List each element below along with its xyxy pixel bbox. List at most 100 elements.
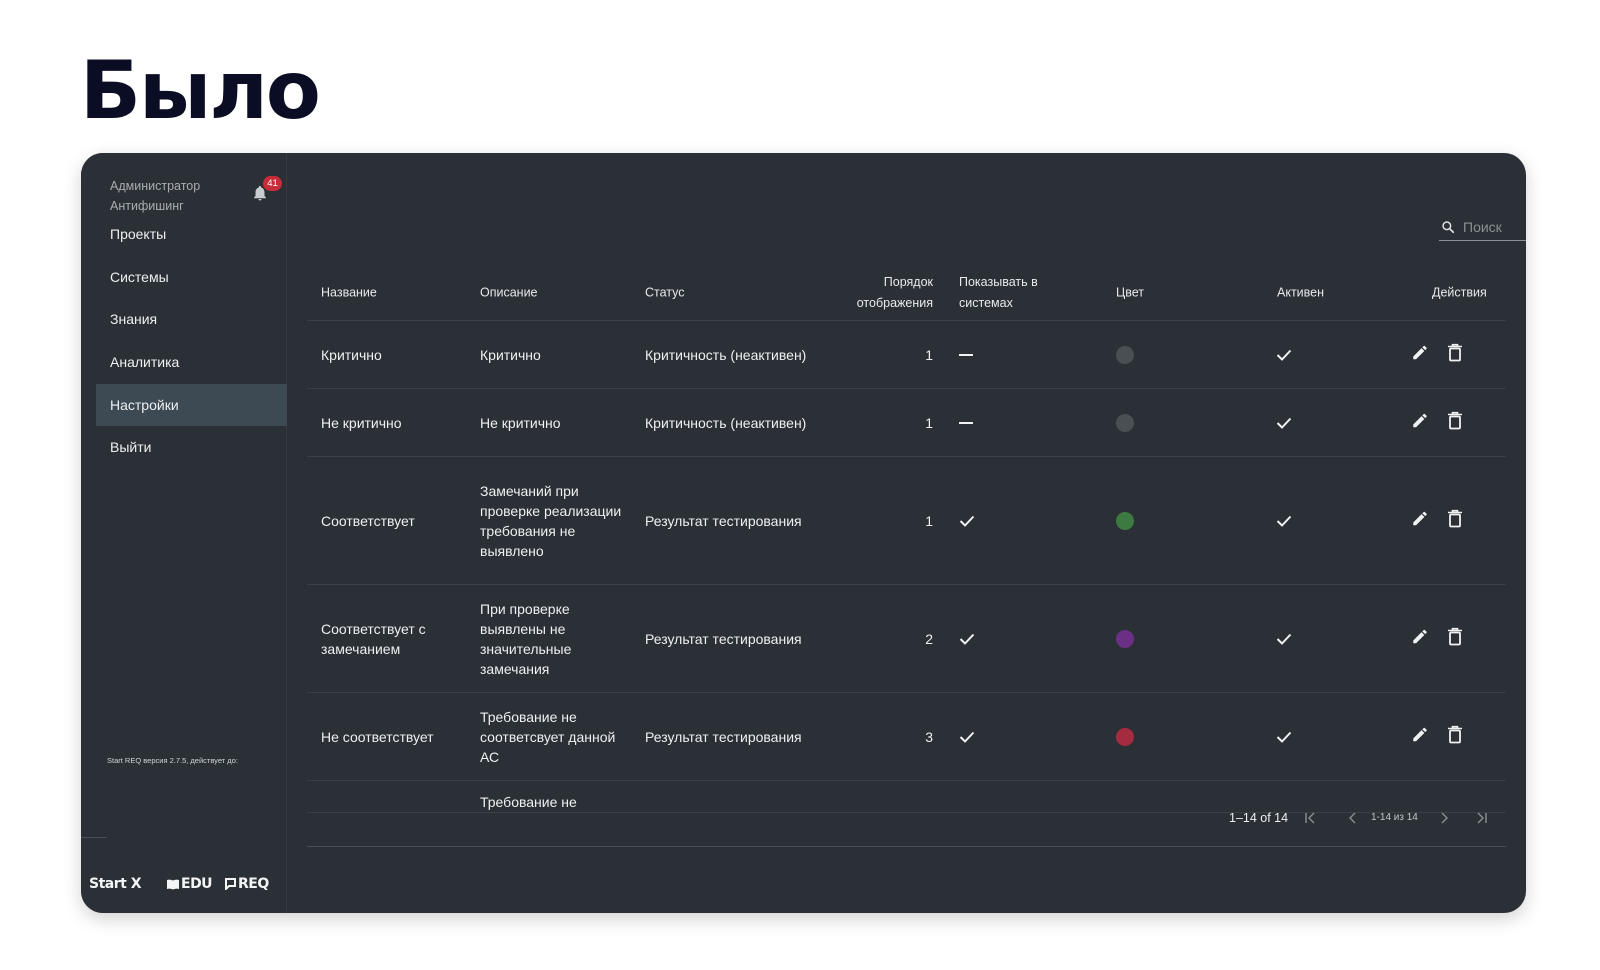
- app-window: Администратор Антифишинг 41 Проекты Сист…: [81, 153, 1526, 913]
- prev-page-icon[interactable]: [1346, 811, 1360, 825]
- check-icon: [1276, 349, 1292, 361]
- cell-show-in-systems: [959, 421, 973, 424]
- check-icon: [959, 633, 975, 645]
- cell-name: Не соответствует: [321, 728, 434, 745]
- pencil-icon: [1411, 345, 1429, 365]
- cell-description: Не критично: [480, 414, 561, 431]
- color-swatch: [1116, 511, 1134, 530]
- cell-color: [1116, 345, 1134, 364]
- page-heading: Было: [80, 44, 321, 137]
- table-row[interactable]: Соответствует с замечанием При проверке в…: [307, 585, 1506, 693]
- nav-item-logout[interactable]: Выйти: [110, 439, 152, 456]
- data-table: Название Описание Статус Порядок отображ…: [307, 265, 1506, 813]
- check-icon: [1276, 731, 1292, 743]
- delete-button[interactable]: [1447, 411, 1463, 434]
- delete-button[interactable]: [1447, 509, 1463, 532]
- pencil-icon: [1411, 413, 1429, 433]
- column-header-order[interactable]: Порядок отображения: [856, 274, 933, 310]
- cell-color: [1116, 727, 1134, 746]
- first-page-icon[interactable]: [1303, 811, 1317, 825]
- table-row[interactable]: Не соответствует Требование не соответсву…: [307, 693, 1506, 781]
- cell-name: Не критично: [321, 414, 402, 431]
- cell-color: [1116, 629, 1134, 648]
- edit-button[interactable]: [1411, 509, 1429, 532]
- next-page-icon[interactable]: [1437, 811, 1451, 825]
- cell-active: [1276, 632, 1292, 645]
- cell-active: [1276, 416, 1292, 429]
- user-org: Антифишинг: [110, 199, 184, 213]
- bell-icon[interactable]: [251, 183, 269, 203]
- edit-button[interactable]: [1411, 343, 1429, 366]
- check-icon: [1276, 515, 1292, 527]
- check-icon: [959, 515, 975, 527]
- table-body: Критично Критично Критичность (неактивен) 1…: [307, 321, 1506, 781]
- cell-status: Критичность (неактивен): [645, 346, 807, 363]
- cell-description: Замечаний при проверке реализации требов…: [480, 482, 622, 559]
- cell-description: Требование не соответсвует данной АС: [480, 708, 616, 765]
- edit-button[interactable]: [1411, 411, 1429, 434]
- chat-icon: [225, 878, 236, 890]
- nav-item-knowledge[interactable]: Знания: [110, 311, 158, 328]
- cell-status: Результат тестирования: [645, 728, 802, 745]
- column-header-active[interactable]: Активен: [1277, 285, 1325, 299]
- cell-active: [1276, 730, 1292, 743]
- user-block: Администратор Антифишинг: [110, 176, 200, 216]
- column-header-actions: Действия: [1432, 285, 1487, 299]
- dash-icon: [959, 421, 973, 424]
- pencil-icon: [1411, 727, 1429, 747]
- table-row[interactable]: Не критично Не критично Критичность (неакт…: [307, 389, 1506, 457]
- color-swatch: [1116, 345, 1134, 364]
- cell-active: [1276, 348, 1292, 361]
- cell-show-in-systems: [959, 730, 975, 743]
- sidebar-nav: Проекты Системы Знания Аналитика Настрой…: [96, 213, 287, 469]
- pagination-page-label: 1-14 из 14: [1371, 812, 1418, 823]
- nav-item-analytics[interactable]: Аналитика: [110, 354, 180, 371]
- edit-button[interactable]: [1411, 725, 1429, 748]
- cell-name: Критично: [321, 346, 382, 363]
- pencil-icon: [1411, 629, 1429, 649]
- dash-icon: [959, 353, 973, 356]
- table-row[interactable]: Требование не: [307, 781, 1506, 813]
- cell-description: При проверке выявлены не значительные за…: [480, 600, 572, 677]
- column-header-status[interactable]: Статус: [645, 285, 685, 299]
- cell-order: 3: [925, 728, 933, 745]
- brand-startx-logo: Start X: [89, 876, 142, 892]
- cell-order: 1: [925, 512, 933, 529]
- column-header-color[interactable]: Цвет: [1116, 285, 1145, 299]
- last-page-icon[interactable]: [1475, 811, 1489, 825]
- edit-button[interactable]: [1411, 627, 1429, 650]
- brand-req-logo: REQ: [225, 876, 269, 892]
- search-box: [1439, 213, 1526, 241]
- user-role: Администратор: [110, 179, 201, 193]
- table-row[interactable]: Соответствует Замечаний при проверке реал…: [307, 457, 1506, 585]
- table-header-row: Название Описание Статус Порядок отображ…: [307, 265, 1506, 321]
- color-swatch: [1116, 413, 1134, 432]
- cell-show-in-systems: [959, 632, 975, 645]
- cell-name: Соответствует с замечанием: [321, 620, 426, 657]
- column-header-description[interactable]: Описание: [480, 285, 538, 299]
- pencil-icon: [1411, 511, 1429, 531]
- trash-icon: [1447, 509, 1463, 531]
- nav-item-settings[interactable]: Настройки: [96, 383, 287, 426]
- trash-icon: [1447, 411, 1463, 433]
- delete-button[interactable]: [1447, 725, 1463, 748]
- cell-order: 1: [925, 346, 933, 363]
- cell-status: Результат тестирования: [645, 512, 802, 529]
- cell-show-in-systems: [959, 353, 973, 356]
- trash-icon: [1447, 725, 1463, 747]
- main-panel: Название Описание Статус Порядок отображ…: [307, 179, 1526, 863]
- nav-item-systems[interactable]: Системы: [110, 268, 169, 285]
- search-input[interactable]: [1463, 215, 1526, 239]
- check-icon: [1276, 633, 1292, 645]
- column-header-show-in-systems[interactable]: Показывать в системах: [959, 274, 1038, 310]
- delete-button[interactable]: [1447, 343, 1463, 366]
- column-header-name[interactable]: Название: [321, 285, 377, 299]
- delete-button[interactable]: [1447, 627, 1463, 650]
- nav-item-projects[interactable]: Проекты: [110, 226, 167, 242]
- cell-order: 2: [925, 630, 933, 647]
- search-icon: [1442, 221, 1455, 234]
- table-row[interactable]: Критично Критично Критичность (неактивен) 1: [307, 321, 1506, 389]
- color-swatch: [1116, 727, 1134, 746]
- cell-description: Критично: [480, 346, 541, 363]
- cell-color: [1116, 511, 1134, 530]
